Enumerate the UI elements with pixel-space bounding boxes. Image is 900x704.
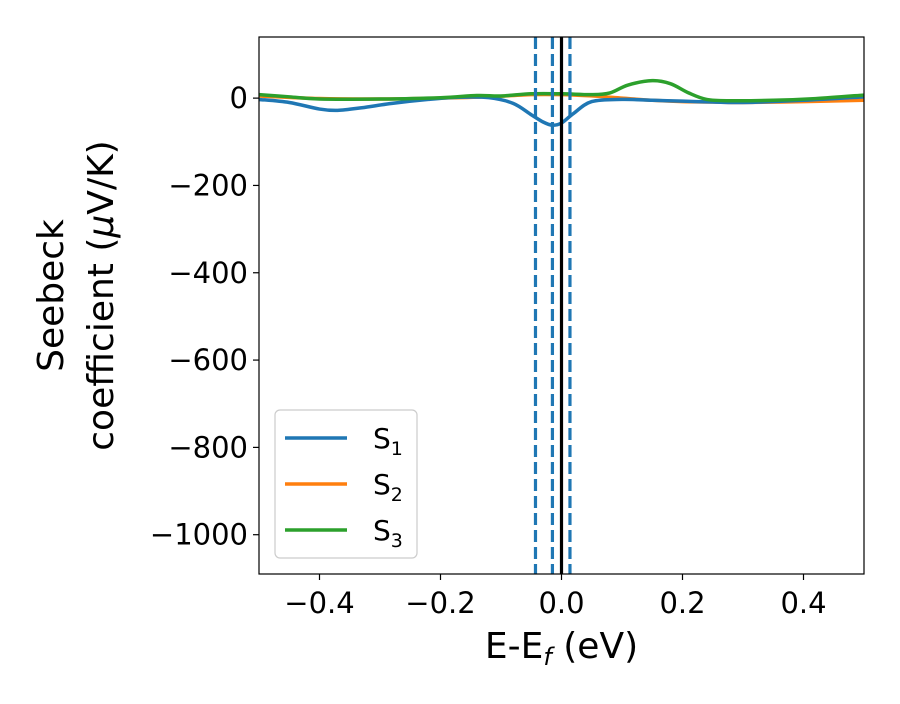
y-tick-label: 0 xyxy=(230,81,248,115)
x-tick-label: 0.4 xyxy=(780,586,826,620)
y-tick-label: −1000 xyxy=(150,518,248,552)
x-axis-label: E-Ef (eV) xyxy=(485,626,638,671)
legend-label-s2: S2 xyxy=(373,468,403,506)
y-axis-label-mu: μ xyxy=(81,215,122,239)
y-tick-label: −600 xyxy=(168,343,248,377)
series-line-s3 xyxy=(259,78,864,103)
x-tick-label: −0.2 xyxy=(405,586,475,620)
legend-label-s1: S1 xyxy=(373,422,403,460)
y-axis-label-coef: coefficient ( xyxy=(81,238,122,451)
y-axis-label: Seebeck coefficient (μV/K) xyxy=(31,140,122,450)
y-axis-label-unit: V/K) xyxy=(81,140,122,214)
y-tick-label: −200 xyxy=(168,168,248,202)
y-tick-label: −800 xyxy=(168,430,248,464)
y-axis-label-line2: coefficient (μV/K) xyxy=(81,140,122,450)
x-axis-label-unit: (eV) xyxy=(552,626,638,667)
x-tick-label: 0.0 xyxy=(538,586,584,620)
legend-label-s3: S3 xyxy=(373,514,403,552)
x-axis-label-main: E-E xyxy=(485,626,543,667)
y-tick-label: −400 xyxy=(168,256,248,290)
y-axis-ticks: 0 −200 −400 −600 −800 −1000 xyxy=(150,81,259,552)
series-lines xyxy=(259,78,864,127)
reference-lines xyxy=(533,37,572,574)
x-tick-label: 0.2 xyxy=(659,586,705,620)
series-line-s1 xyxy=(259,95,864,127)
legend: S1 S2 S3 xyxy=(274,409,418,559)
x-axis-ticks: −0.4 −0.2 0.0 0.2 0.4 xyxy=(284,574,827,620)
y-axis-label-line1: Seebeck xyxy=(31,219,72,372)
x-tick-label: −0.4 xyxy=(284,586,354,620)
